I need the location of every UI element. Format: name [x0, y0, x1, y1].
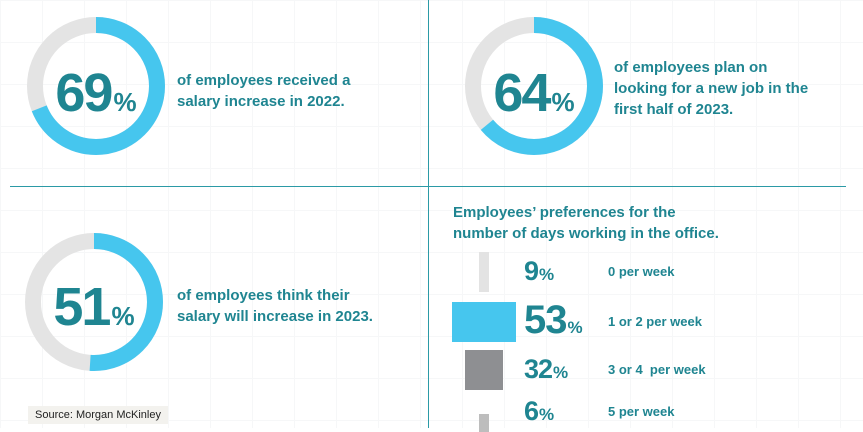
stat-line: of employees received a	[177, 72, 351, 89]
percent-sign: %	[553, 363, 569, 382]
stat-number: 51	[53, 277, 111, 337]
stat-description: of employees think their salary will inc…	[177, 285, 373, 327]
percent-sign: %	[113, 87, 137, 117]
bar-0	[478, 252, 490, 292]
bar-value-number: 6	[524, 396, 539, 426]
ring-chart-salary-increase-2023	[25, 233, 163, 371]
stat-description: of employees plan on looking for a new j…	[614, 57, 808, 120]
stat-description: of employees received a salary increase …	[177, 70, 350, 112]
stat-number: 69	[55, 63, 113, 123]
ring-arc	[25, 233, 163, 371]
stat-line: salary will increase in 2023.	[177, 308, 373, 325]
bar-value-label: 9%	[524, 256, 554, 287]
vertical-divider	[428, 0, 429, 428]
stat-line: of employees think their	[177, 287, 350, 304]
percent-sign: %	[111, 301, 135, 331]
stat-value: 69%	[24, 62, 168, 124]
bar-value-label: 53%	[524, 298, 583, 343]
bar-3	[479, 414, 489, 432]
bar-1	[452, 302, 516, 342]
bar-value-number: 32	[524, 354, 553, 384]
bar-value-number: 53	[524, 298, 567, 342]
stat-number: 64	[493, 63, 551, 123]
stat-line: first half of 2023.	[614, 101, 734, 118]
bar-category-label: 1 or 2 per week	[608, 314, 702, 329]
percent-sign: %	[539, 265, 555, 284]
percent-sign: %	[567, 318, 583, 337]
preferences-title-line: Employees’ preferences for the	[453, 204, 676, 221]
bar-value-label: 6%	[524, 396, 554, 427]
ring-arc	[465, 17, 603, 155]
bar-value-label: 32%	[524, 354, 568, 385]
source-note: Source: Morgan McKinley	[28, 406, 168, 424]
stat-line: of employees plan on	[614, 59, 768, 76]
preferences-title-line: number of days working in the office.	[453, 225, 719, 242]
bar-category-label: 3 or 4 per week	[608, 362, 706, 377]
stat-value: 64%	[462, 62, 606, 124]
bar-category-label: 5 per week	[608, 404, 675, 419]
stat-value: 51%	[22, 276, 166, 338]
stat-line: looking for a new job in the	[614, 80, 809, 97]
stat-line: salary increase in 2022.	[177, 93, 345, 110]
bar-2	[464, 350, 504, 390]
preferences-title: Employees’ preferences for the number of…	[453, 202, 753, 244]
percent-sign: %	[551, 87, 575, 117]
bar-category-label: 0 per week	[608, 264, 675, 279]
ring-chart-new-job-2023	[465, 17, 603, 155]
ring-chart-salary-increase-2022	[27, 17, 165, 155]
ring-arc	[27, 17, 165, 155]
bar-value-number: 9	[524, 256, 539, 286]
percent-sign: %	[539, 405, 555, 424]
